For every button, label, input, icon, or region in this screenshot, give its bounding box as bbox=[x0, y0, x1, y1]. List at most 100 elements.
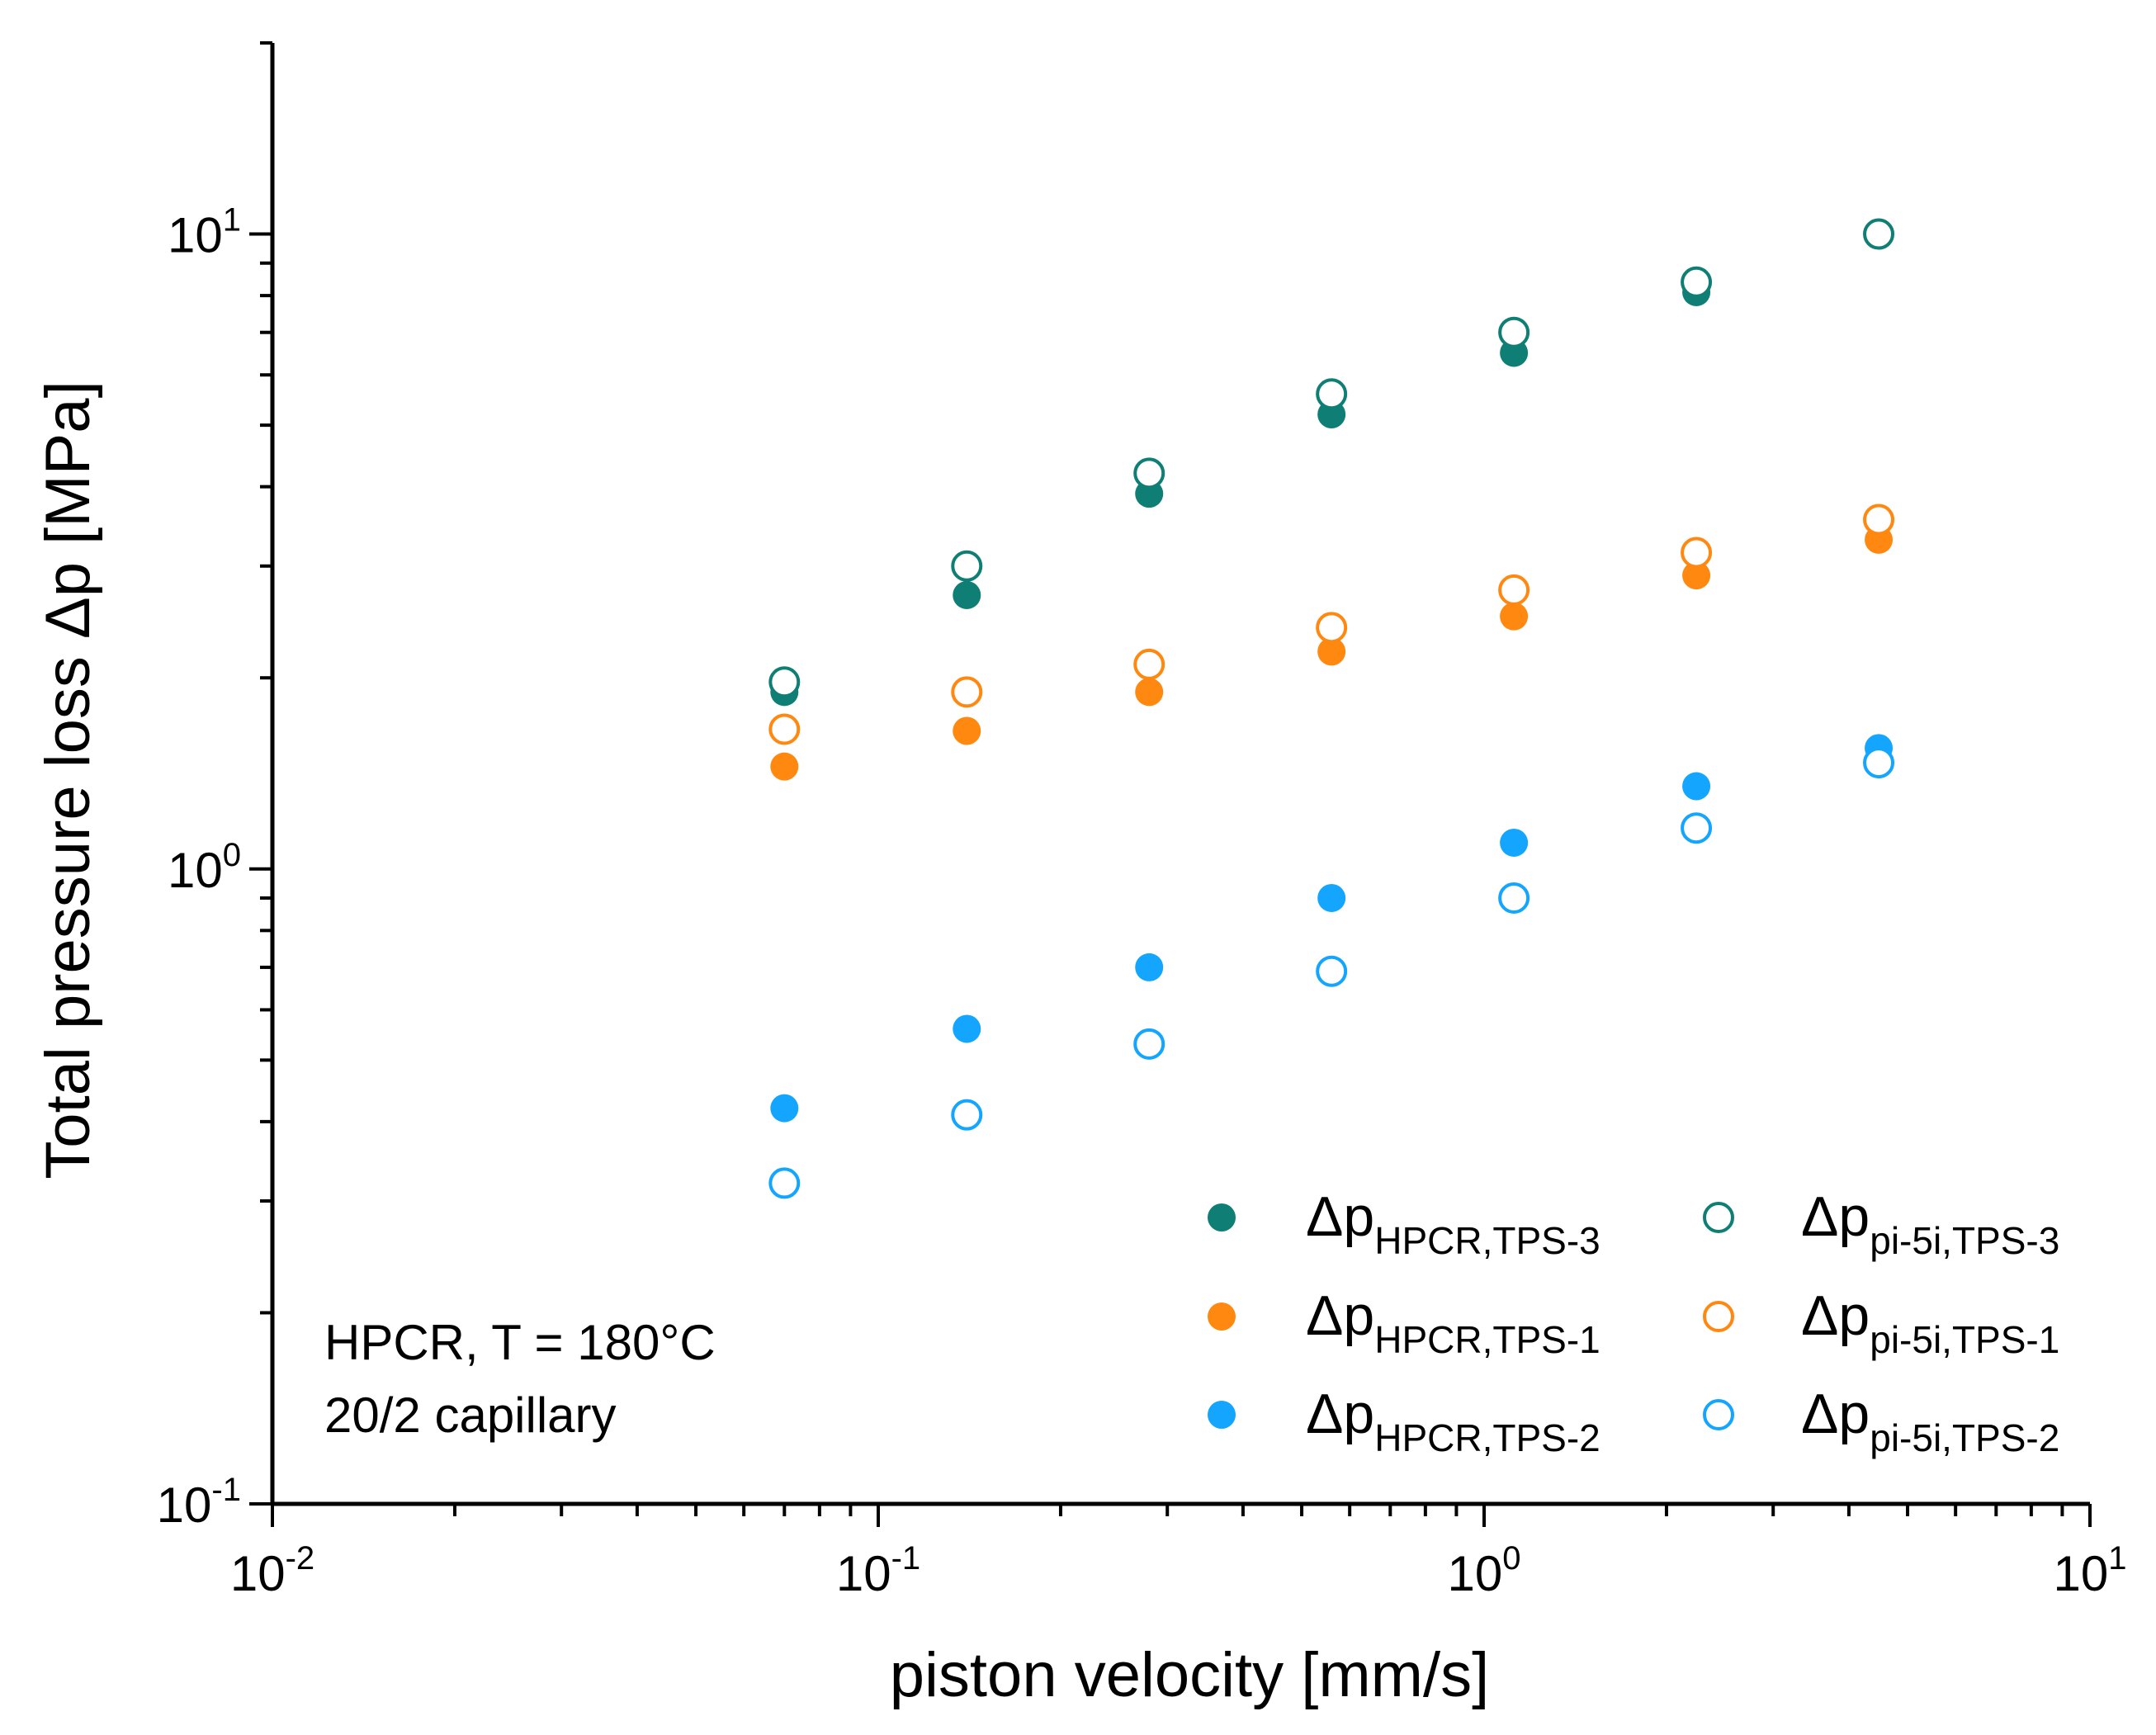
data-point bbox=[1681, 812, 1713, 844]
legend-marker bbox=[1703, 1399, 1734, 1430]
x-tick-exponent: 1 bbox=[2108, 1540, 2126, 1577]
data-point bbox=[770, 1094, 799, 1123]
x-tick-label: 100 bbox=[1448, 1540, 1521, 1601]
data-point bbox=[1133, 1028, 1165, 1060]
data-point bbox=[953, 716, 981, 745]
y-tick-base: 10 bbox=[157, 1477, 212, 1533]
data-point bbox=[1498, 882, 1530, 914]
x-tick-exponent: 0 bbox=[1502, 1540, 1520, 1577]
data-point bbox=[1133, 457, 1165, 489]
x-tick-exponent: -2 bbox=[286, 1540, 315, 1577]
data-point bbox=[953, 580, 981, 609]
series-hpcr-tps-2 bbox=[770, 734, 1894, 1123]
legend-label: Δppi-5i,TPS-1 bbox=[1801, 1284, 2059, 1361]
data-point bbox=[1863, 218, 1895, 250]
legend-symbol: Δp bbox=[1801, 1185, 1870, 1248]
annotation: HPCR, T = 180°C 20/2 capillary bbox=[324, 1315, 716, 1443]
data-point bbox=[768, 1167, 801, 1199]
data-point bbox=[1500, 828, 1529, 857]
data-point bbox=[951, 1099, 983, 1131]
x-tick-base: 10 bbox=[2054, 1546, 2109, 1601]
axis-ticks bbox=[249, 41, 2092, 1527]
data-point bbox=[1863, 747, 1895, 779]
data-point bbox=[951, 550, 983, 582]
data-point bbox=[1135, 953, 1164, 981]
y-tick-label: 101 bbox=[168, 202, 241, 263]
data-point bbox=[953, 1014, 981, 1043]
legend-item: Δppi-5i,TPS-2 bbox=[1703, 1383, 2059, 1459]
data-point bbox=[768, 666, 801, 698]
series-hpcr-tps-1 bbox=[770, 525, 1894, 781]
legend-label: ΔpHPCR,TPS-1 bbox=[1306, 1284, 1600, 1361]
y-tick-label: 100 bbox=[168, 837, 241, 898]
data-point bbox=[1682, 561, 1711, 590]
data-point bbox=[1316, 612, 1348, 644]
series-pi-5i-tps-1 bbox=[768, 503, 1895, 745]
y-tick-exponent: 0 bbox=[223, 837, 241, 873]
legend-label: Δppi-5i,TPS-3 bbox=[1801, 1185, 2059, 1262]
data-point bbox=[768, 713, 801, 745]
legend-item: Δppi-5i,TPS-1 bbox=[1703, 1284, 2059, 1361]
legend-symbol: Δp bbox=[1306, 1383, 1374, 1445]
data-point bbox=[1681, 537, 1713, 569]
axes bbox=[270, 43, 2090, 1506]
legend-symbol: Δp bbox=[1801, 1284, 1870, 1347]
legend-subscript: pi-5i,TPS-1 bbox=[1870, 1318, 2059, 1361]
legend-item: Δppi-5i,TPS-3 bbox=[1703, 1185, 2059, 1262]
y-tick-base: 10 bbox=[168, 208, 223, 263]
y-tick-base: 10 bbox=[168, 843, 223, 898]
legend-label: ΔpHPCR,TPS-2 bbox=[1306, 1383, 1600, 1459]
y-tick-exponent: 1 bbox=[223, 202, 241, 239]
legend-marker bbox=[1208, 1401, 1236, 1429]
legend-label: Δppi-5i,TPS-2 bbox=[1801, 1383, 2059, 1459]
data-point bbox=[1316, 378, 1348, 410]
data-point bbox=[951, 676, 983, 708]
data-point bbox=[770, 752, 799, 781]
x-tick-base: 10 bbox=[1448, 1546, 1503, 1601]
data-point bbox=[1682, 772, 1711, 801]
y-tick-exponent: -1 bbox=[211, 1472, 241, 1508]
data-point bbox=[1317, 637, 1346, 666]
series-pi-5i-tps-2 bbox=[768, 747, 1895, 1199]
data-point bbox=[1316, 955, 1348, 987]
x-tick-base: 10 bbox=[836, 1546, 891, 1601]
legend-subscript: pi-5i,TPS-3 bbox=[1870, 1219, 2059, 1262]
x-tick-base: 10 bbox=[230, 1546, 286, 1601]
legend-item: ΔpHPCR,TPS-3 bbox=[1208, 1185, 1600, 1262]
legend-subscript: HPCR,TPS-3 bbox=[1374, 1219, 1600, 1262]
legend-subscript: pi-5i,TPS-2 bbox=[1870, 1416, 2059, 1459]
data-points bbox=[768, 218, 1895, 1199]
data-point bbox=[1498, 574, 1530, 606]
legend-marker bbox=[1208, 1302, 1236, 1331]
legend-symbol: Δp bbox=[1306, 1284, 1374, 1347]
y-tick-label: 10-1 bbox=[157, 1472, 241, 1533]
data-point bbox=[1133, 648, 1165, 680]
legend-symbol: Δp bbox=[1801, 1383, 1870, 1445]
data-point bbox=[1498, 316, 1530, 348]
y-axis-label: Total pressure loss Δp [MPa] bbox=[33, 381, 103, 1179]
x-tick-exponent: -1 bbox=[891, 1540, 921, 1577]
legend-marker bbox=[1208, 1203, 1236, 1232]
data-point bbox=[1135, 678, 1164, 707]
legend-marker bbox=[1703, 1202, 1734, 1233]
x-tick-label: 101 bbox=[2054, 1540, 2127, 1601]
series-hpcr-tps-3 bbox=[770, 277, 1711, 707]
data-point bbox=[1500, 602, 1529, 631]
data-point bbox=[1863, 503, 1895, 536]
x-axis-label: piston velocity [mm/s] bbox=[890, 1640, 1489, 1710]
annotation-line-2: 20/2 capillary bbox=[324, 1388, 617, 1443]
series-pi-5i-tps-3 bbox=[768, 218, 1895, 698]
legend-item: ΔpHPCR,TPS-1 bbox=[1208, 1284, 1600, 1361]
legend-subscript: HPCR,TPS-1 bbox=[1374, 1318, 1600, 1361]
legend-marker bbox=[1703, 1301, 1734, 1332]
x-tick-label: 10-2 bbox=[230, 1540, 314, 1601]
legend-item: ΔpHPCR,TPS-2 bbox=[1208, 1383, 1600, 1459]
annotation-line-1: HPCR, T = 180°C bbox=[324, 1315, 716, 1370]
legend-label: ΔpHPCR,TPS-3 bbox=[1306, 1185, 1600, 1262]
legend-subscript: HPCR,TPS-2 bbox=[1374, 1416, 1600, 1459]
data-point bbox=[1681, 266, 1713, 298]
data-point bbox=[1317, 883, 1346, 912]
legend-symbol: Δp bbox=[1306, 1185, 1374, 1248]
